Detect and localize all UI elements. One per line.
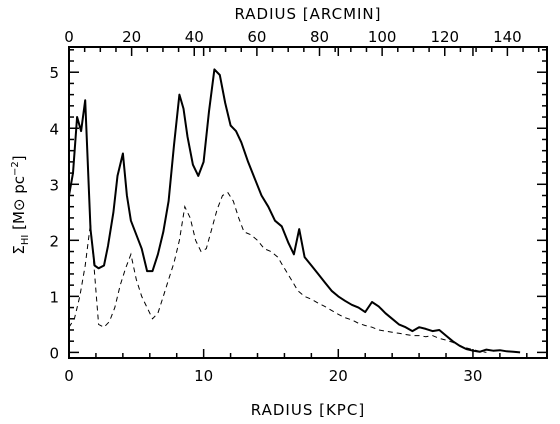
y-axis-title-sun-symbol: ⊙ <box>10 199 28 212</box>
x2-tick-label: 60 <box>247 28 266 46</box>
y-axis-ticks: 0 1 2 3 4 5 <box>49 49 547 362</box>
x2-axis-ticks: 0 20 40 60 80 100 120 140 <box>64 28 540 56</box>
y-tick-label: 5 <box>49 64 59 82</box>
series-layer <box>68 68 521 354</box>
y-axis-title: ΣHI [M⊙ pc−2] <box>10 155 31 254</box>
y-tick-label: 4 <box>49 120 59 138</box>
y-tick-label: 3 <box>49 176 59 194</box>
y-tick-label: 0 <box>49 344 59 362</box>
y-tick-label: 1 <box>49 288 59 306</box>
x2-tick-label: 40 <box>185 28 204 46</box>
x-tick-label: 10 <box>194 367 213 385</box>
y-axis-title-units-post: ] <box>10 155 28 161</box>
x-axis-ticks: 0 10 20 30 <box>64 47 528 385</box>
series-line-dashed <box>68 192 487 353</box>
y-tick-label: 2 <box>49 232 59 250</box>
x-axis-title: RADIUS [KPC] <box>251 401 365 419</box>
series-line-solid <box>68 68 521 354</box>
y-axis-title-units-mid: pc <box>10 176 28 199</box>
y-axis-title-units-pre: [M <box>10 211 28 235</box>
y-axis-title-subscript: HI <box>20 235 31 245</box>
x2-tick-label: 20 <box>122 28 141 46</box>
x2-tick-label: 80 <box>310 28 329 46</box>
x-tick-label: 0 <box>64 367 74 385</box>
x2-tick-label: 140 <box>493 28 522 46</box>
x2-tick-label: 120 <box>430 28 459 46</box>
plot-frame <box>68 46 548 359</box>
x-tick-label: 20 <box>329 367 348 385</box>
x2-tick-label: 0 <box>64 28 74 46</box>
y-axis-title-superscript: −2 <box>10 161 21 176</box>
x2-axis-title: RADIUS [ARCMIN] <box>234 5 381 23</box>
y-axis-title-sigma: Σ <box>10 245 28 254</box>
x2-tick-label: 100 <box>368 28 397 46</box>
x-tick-label: 30 <box>463 367 482 385</box>
